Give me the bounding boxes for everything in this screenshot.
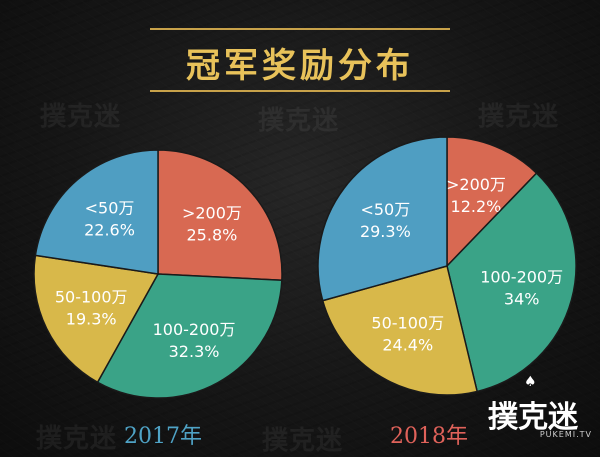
pie-slice <box>446 172 577 393</box>
logo-text: 撲克迷 <box>488 400 578 435</box>
slice-label: <50万 <box>85 199 135 218</box>
slice-value: 34% <box>504 289 540 308</box>
year-label-2018: 2018年 <box>390 424 468 449</box>
spade-icon: ♠ <box>524 374 537 390</box>
pie-slice <box>321 265 479 396</box>
slice-label: 100-200万 <box>480 267 563 286</box>
pie-slice <box>34 149 159 275</box>
title-banner: 冠军奖励分布 <box>150 28 450 92</box>
slice-value: 12.2% <box>451 197 502 216</box>
slice-label: <50万 <box>360 200 410 219</box>
logo-subtext: PUKEMI.TV <box>539 430 592 439</box>
slice-label: 50-100万 <box>55 288 128 307</box>
title-line-top <box>150 28 450 30</box>
watermark: 撲克迷 <box>258 106 340 136</box>
slice-value: 24.4% <box>382 336 433 355</box>
slice-label: 50-100万 <box>371 314 444 333</box>
page-title: 冠军奖励分布 <box>186 46 414 86</box>
slice-value: 22.6% <box>84 221 135 240</box>
slice-label: >200万 <box>182 204 242 223</box>
pie-slice <box>33 254 160 384</box>
year-label-2017: 2017年 <box>124 424 202 449</box>
watermark: 撲克迷 <box>40 102 122 132</box>
slice-value: 32.3% <box>169 342 220 361</box>
watermark: 撲克迷 <box>478 102 560 132</box>
watermark: 撲克迷 <box>36 424 118 454</box>
slice-label: 100-200万 <box>153 320 236 339</box>
pie-slice <box>317 136 448 302</box>
title-line-bottom <box>150 90 450 92</box>
pie-slice <box>96 273 283 399</box>
slice-value: 19.3% <box>66 310 117 329</box>
pie-slice <box>446 136 538 268</box>
slice-value: 29.3% <box>360 222 411 241</box>
slice-label: >200万 <box>446 175 506 194</box>
logo: ♠ 撲克迷 PUKEMI.TV <box>474 374 592 444</box>
pie-slice <box>157 149 283 282</box>
slice-value: 25.8% <box>187 226 238 245</box>
watermark: 撲克迷 <box>262 426 344 456</box>
